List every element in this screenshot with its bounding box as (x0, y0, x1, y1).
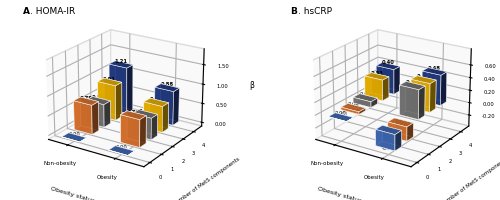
X-axis label: Obesity status: Obesity status (317, 185, 362, 200)
Text: . hsCRP: . hsCRP (298, 7, 332, 15)
Y-axis label: Number of MetS components: Number of MetS components (172, 156, 242, 200)
Y-axis label: Number of MetS components: Number of MetS components (440, 156, 500, 200)
Text: B: B (290, 7, 296, 15)
Text: A: A (22, 7, 30, 15)
X-axis label: Obesity status: Obesity status (50, 185, 95, 200)
Text: . HOMA-IR: . HOMA-IR (30, 7, 76, 15)
